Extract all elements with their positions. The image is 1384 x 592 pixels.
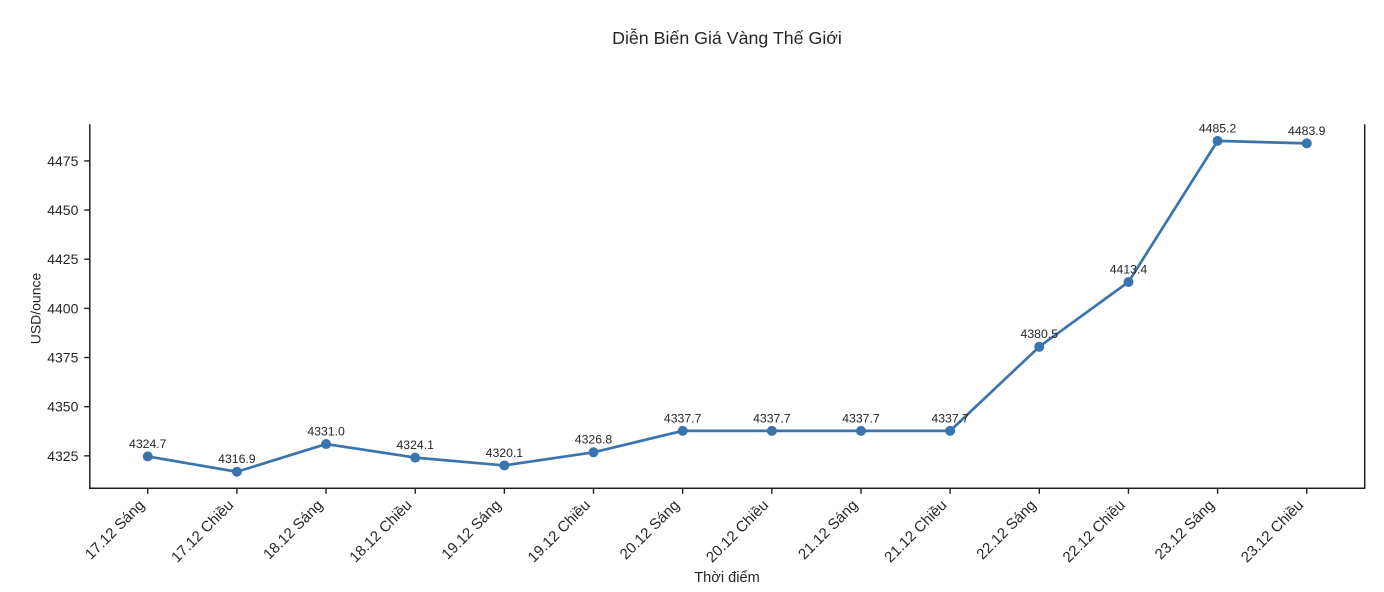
svg-text:4450: 4450 [47,202,78,218]
svg-text:4320.1: 4320.1 [486,446,524,460]
svg-text:4413.4: 4413.4 [1110,262,1148,276]
svg-text:Thời điểm: Thời điểm [694,570,760,586]
svg-text:4324.7: 4324.7 [129,437,167,451]
svg-text:4331.0: 4331.0 [307,424,345,438]
svg-text:4326.8: 4326.8 [575,433,613,447]
svg-text:USD/ounce: USD/ounce [28,272,44,344]
svg-text:4483.9: 4483.9 [1288,124,1326,138]
svg-text:4375: 4375 [47,350,78,366]
svg-text:4337.7: 4337.7 [664,411,702,425]
svg-text:4400: 4400 [47,300,78,316]
svg-text:4350: 4350 [47,399,78,415]
svg-text:4380.5: 4380.5 [1021,327,1059,341]
svg-text:4325: 4325 [47,448,78,464]
svg-text:4475: 4475 [47,153,78,169]
svg-text:4337.7: 4337.7 [842,411,880,425]
svg-text:4324.1: 4324.1 [396,438,434,452]
svg-text:4316.9: 4316.9 [218,452,256,466]
svg-text:Diễn Biến Giá Vàng Thế Giới: Diễn Biến Giá Vàng Thế Giới [612,27,842,48]
svg-text:4425: 4425 [47,251,78,267]
svg-text:4337.7: 4337.7 [931,411,969,425]
svg-text:4485.2: 4485.2 [1199,121,1237,135]
svg-text:4337.7: 4337.7 [753,411,791,425]
